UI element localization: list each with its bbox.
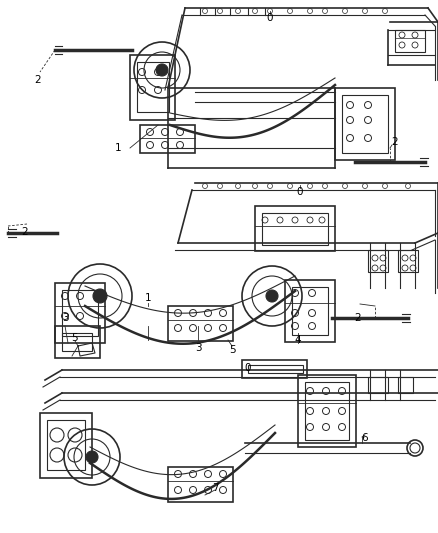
Bar bbox=[130, 55, 175, 120]
Text: 6: 6 bbox=[362, 433, 368, 443]
Text: 2: 2 bbox=[355, 313, 361, 323]
Bar bbox=[285, 280, 335, 342]
Bar bbox=[140, 125, 195, 153]
Bar bbox=[137, 62, 169, 112]
Text: 7: 7 bbox=[212, 483, 218, 493]
Bar bbox=[55, 326, 100, 358]
Circle shape bbox=[156, 64, 168, 76]
Bar bbox=[398, 377, 413, 393]
Bar bbox=[335, 88, 395, 160]
Bar bbox=[55, 283, 105, 343]
Bar bbox=[168, 306, 233, 341]
Text: 0: 0 bbox=[245, 363, 251, 373]
Text: 1: 1 bbox=[145, 293, 151, 303]
Bar bbox=[262, 213, 328, 245]
Bar bbox=[62, 333, 92, 351]
Text: 5: 5 bbox=[72, 333, 78, 343]
Bar bbox=[40, 413, 92, 478]
Text: 0: 0 bbox=[267, 13, 273, 23]
Text: 2: 2 bbox=[22, 227, 28, 237]
Bar bbox=[62, 290, 98, 336]
Bar bbox=[242, 360, 307, 378]
Circle shape bbox=[93, 289, 107, 303]
Bar bbox=[255, 206, 335, 251]
Bar bbox=[368, 250, 388, 272]
Bar bbox=[395, 30, 425, 52]
Bar bbox=[305, 382, 349, 440]
Bar bbox=[168, 467, 233, 502]
Text: 3: 3 bbox=[194, 343, 201, 353]
Bar bbox=[342, 95, 388, 153]
Circle shape bbox=[266, 290, 278, 302]
Bar bbox=[368, 377, 388, 393]
Text: 5: 5 bbox=[229, 345, 235, 355]
Circle shape bbox=[86, 451, 98, 463]
Text: 3: 3 bbox=[62, 313, 68, 323]
Text: 2: 2 bbox=[35, 75, 41, 85]
Text: 2: 2 bbox=[392, 137, 398, 147]
Bar bbox=[292, 287, 328, 335]
Bar bbox=[398, 250, 418, 272]
Text: 1: 1 bbox=[115, 143, 121, 153]
Bar bbox=[47, 420, 85, 470]
Bar bbox=[248, 365, 303, 373]
Text: 4: 4 bbox=[295, 335, 301, 345]
Bar bbox=[298, 375, 356, 447]
Text: 0: 0 bbox=[297, 187, 303, 197]
